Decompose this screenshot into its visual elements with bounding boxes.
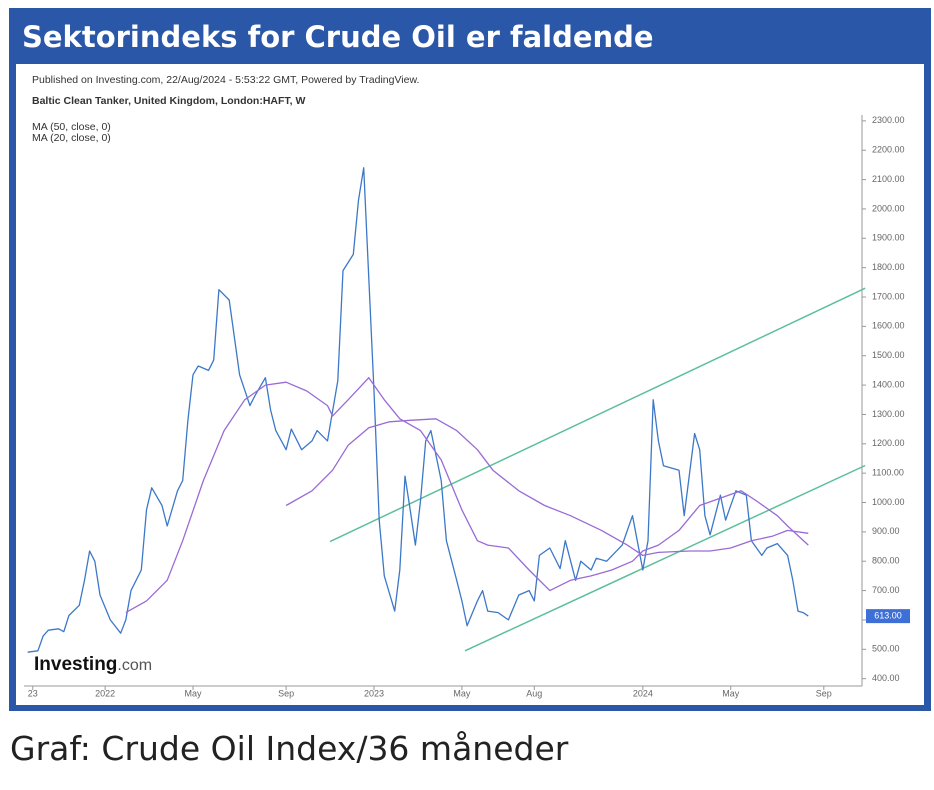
y-tick-label: 2100.00 <box>872 174 905 184</box>
watermark: Investing.com <box>34 654 152 675</box>
y-tick-label: 900.00 <box>872 526 900 536</box>
y-tick-label: 700.00 <box>872 585 900 595</box>
header-title: Sektorindeks for Crude Oil er faldende <box>22 20 654 54</box>
chart-area <box>16 64 924 705</box>
trendline <box>329 287 866 543</box>
x-tick-label: 2024 <box>633 688 653 698</box>
y-tick-label: 500.00 <box>872 644 900 654</box>
y-tick-label: 1600.00 <box>872 321 905 331</box>
y-tick-label: 1900.00 <box>872 233 905 243</box>
legend-entry: MA (50, close, 0) <box>32 121 111 133</box>
chart-subtitle: Baltic Clean Tanker, United Kingdom, Lon… <box>32 95 305 107</box>
last-price-box <box>866 609 910 624</box>
y-tick-label: 400.00 <box>872 673 900 683</box>
watermark-main: Investing <box>34 654 117 675</box>
y-tick-label: 1100.00 <box>872 468 904 478</box>
chart-title: Published on Investing.com, 22/Aug/2024 … <box>32 74 419 86</box>
y-tick-label: 1800.00 <box>872 262 905 272</box>
series-line <box>27 167 809 653</box>
y-tick-label: 2000.00 <box>872 203 905 213</box>
trendline <box>464 464 866 652</box>
y-tick-label: 1500.00 <box>872 350 905 360</box>
legend-entry: MA (20, close, 0) <box>32 132 111 144</box>
y-tick-label: 2300.00 <box>872 115 905 125</box>
y-tick-label: 1000.00 <box>872 497 905 507</box>
x-tick-label: Sep <box>278 688 294 698</box>
y-tick-label: 2200.00 <box>872 145 905 155</box>
x-tick-label: Aug <box>526 688 542 698</box>
series-line <box>125 377 809 614</box>
series-line <box>285 418 809 557</box>
last-price-label: 613.00 <box>874 611 902 621</box>
x-tick-label: Sep <box>816 688 832 698</box>
y-tick-label: 1400.00 <box>872 379 905 389</box>
y-tick-label: 800.00 <box>872 556 900 566</box>
y-tick-label: 1200.00 <box>872 438 905 448</box>
y-tick-label: 1300.00 <box>872 409 905 419</box>
x-tick-label: 2022 <box>95 688 115 698</box>
caption: Graf: Crude Oil Index/36 måneder <box>10 729 569 768</box>
x-tick-label: May <box>185 688 203 698</box>
x-tick-label: 23 <box>28 688 38 698</box>
y-tick-label: 1700.00 <box>872 291 905 301</box>
x-tick-label: May <box>722 688 740 698</box>
x-tick-label: 2023 <box>364 688 384 698</box>
x-tick-label: May <box>453 688 471 698</box>
watermark-suffix: .com <box>117 657 152 674</box>
